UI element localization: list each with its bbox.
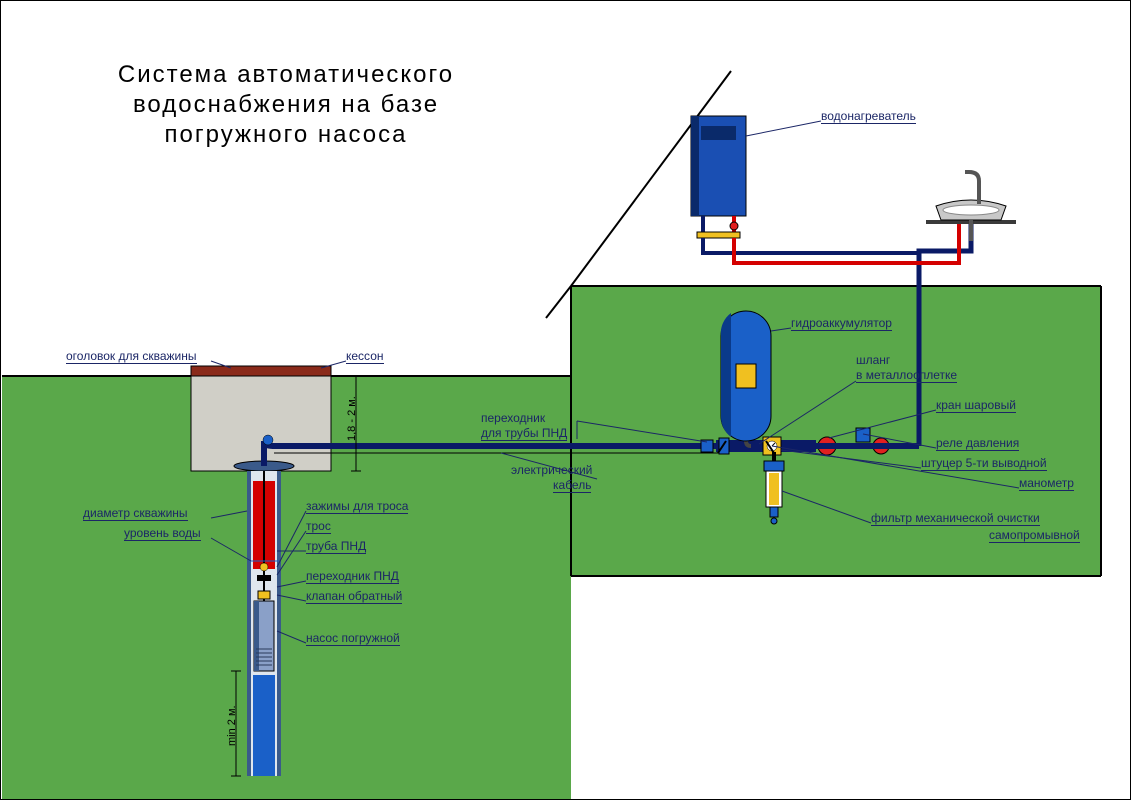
lbl-adapter2: для трубы ПНД: [481, 426, 567, 441]
lbl-fitting5: штуцер 5-ти выводной: [921, 456, 1047, 471]
lbl-filter2: самопромывной: [989, 528, 1080, 543]
lbl-ballvalve: кран шаровый: [936, 398, 1016, 413]
lbl-heater: водонагреватель: [821, 109, 916, 124]
lbl-accumulator: гидроаккумулятор: [791, 316, 892, 331]
lbl-elec2: кабель: [553, 478, 591, 493]
lbl-welldia: диаметр скважины: [83, 506, 188, 521]
title-line2: водоснабжения на базе: [61, 91, 511, 119]
dim-depth: 1,8 - 2 м.: [346, 396, 358, 441]
lbl-manometer: манометр: [1019, 476, 1074, 491]
title-line3: погружного насоса: [61, 121, 511, 149]
lbl-pipepnd: труба ПНД: [306, 539, 366, 554]
lbl-adapter1: переходник: [481, 411, 545, 425]
lbl-clamps: зажимы для троса: [306, 499, 408, 514]
lbl-rope: трос: [306, 519, 331, 534]
lbl-elec1: электрический: [511, 463, 592, 477]
diagram-stage: Система автоматического водоснабжения на…: [0, 0, 1131, 800]
lbl-waterlevel: уровень воды: [124, 526, 201, 541]
lbl-pump: насос погружной: [306, 631, 400, 646]
title-line1: Система автоматического: [61, 61, 511, 89]
dim-min: min 2 м.: [226, 705, 238, 746]
lbl-wellhead: оголовок для скважины: [66, 349, 197, 364]
lbl-hose1: шланг: [856, 353, 890, 367]
lbl-filter1: фильтр механической очистки: [871, 511, 1040, 526]
lbl-caisson: кессон: [346, 349, 384, 364]
lbl-checkvalve: клапан обратный: [306, 589, 402, 604]
lbl-hose2: в металлооплетке: [856, 368, 957, 383]
lbl-adapterpnd: переходник ПНД: [306, 569, 399, 584]
lbl-pressure: реле давления: [936, 436, 1019, 451]
